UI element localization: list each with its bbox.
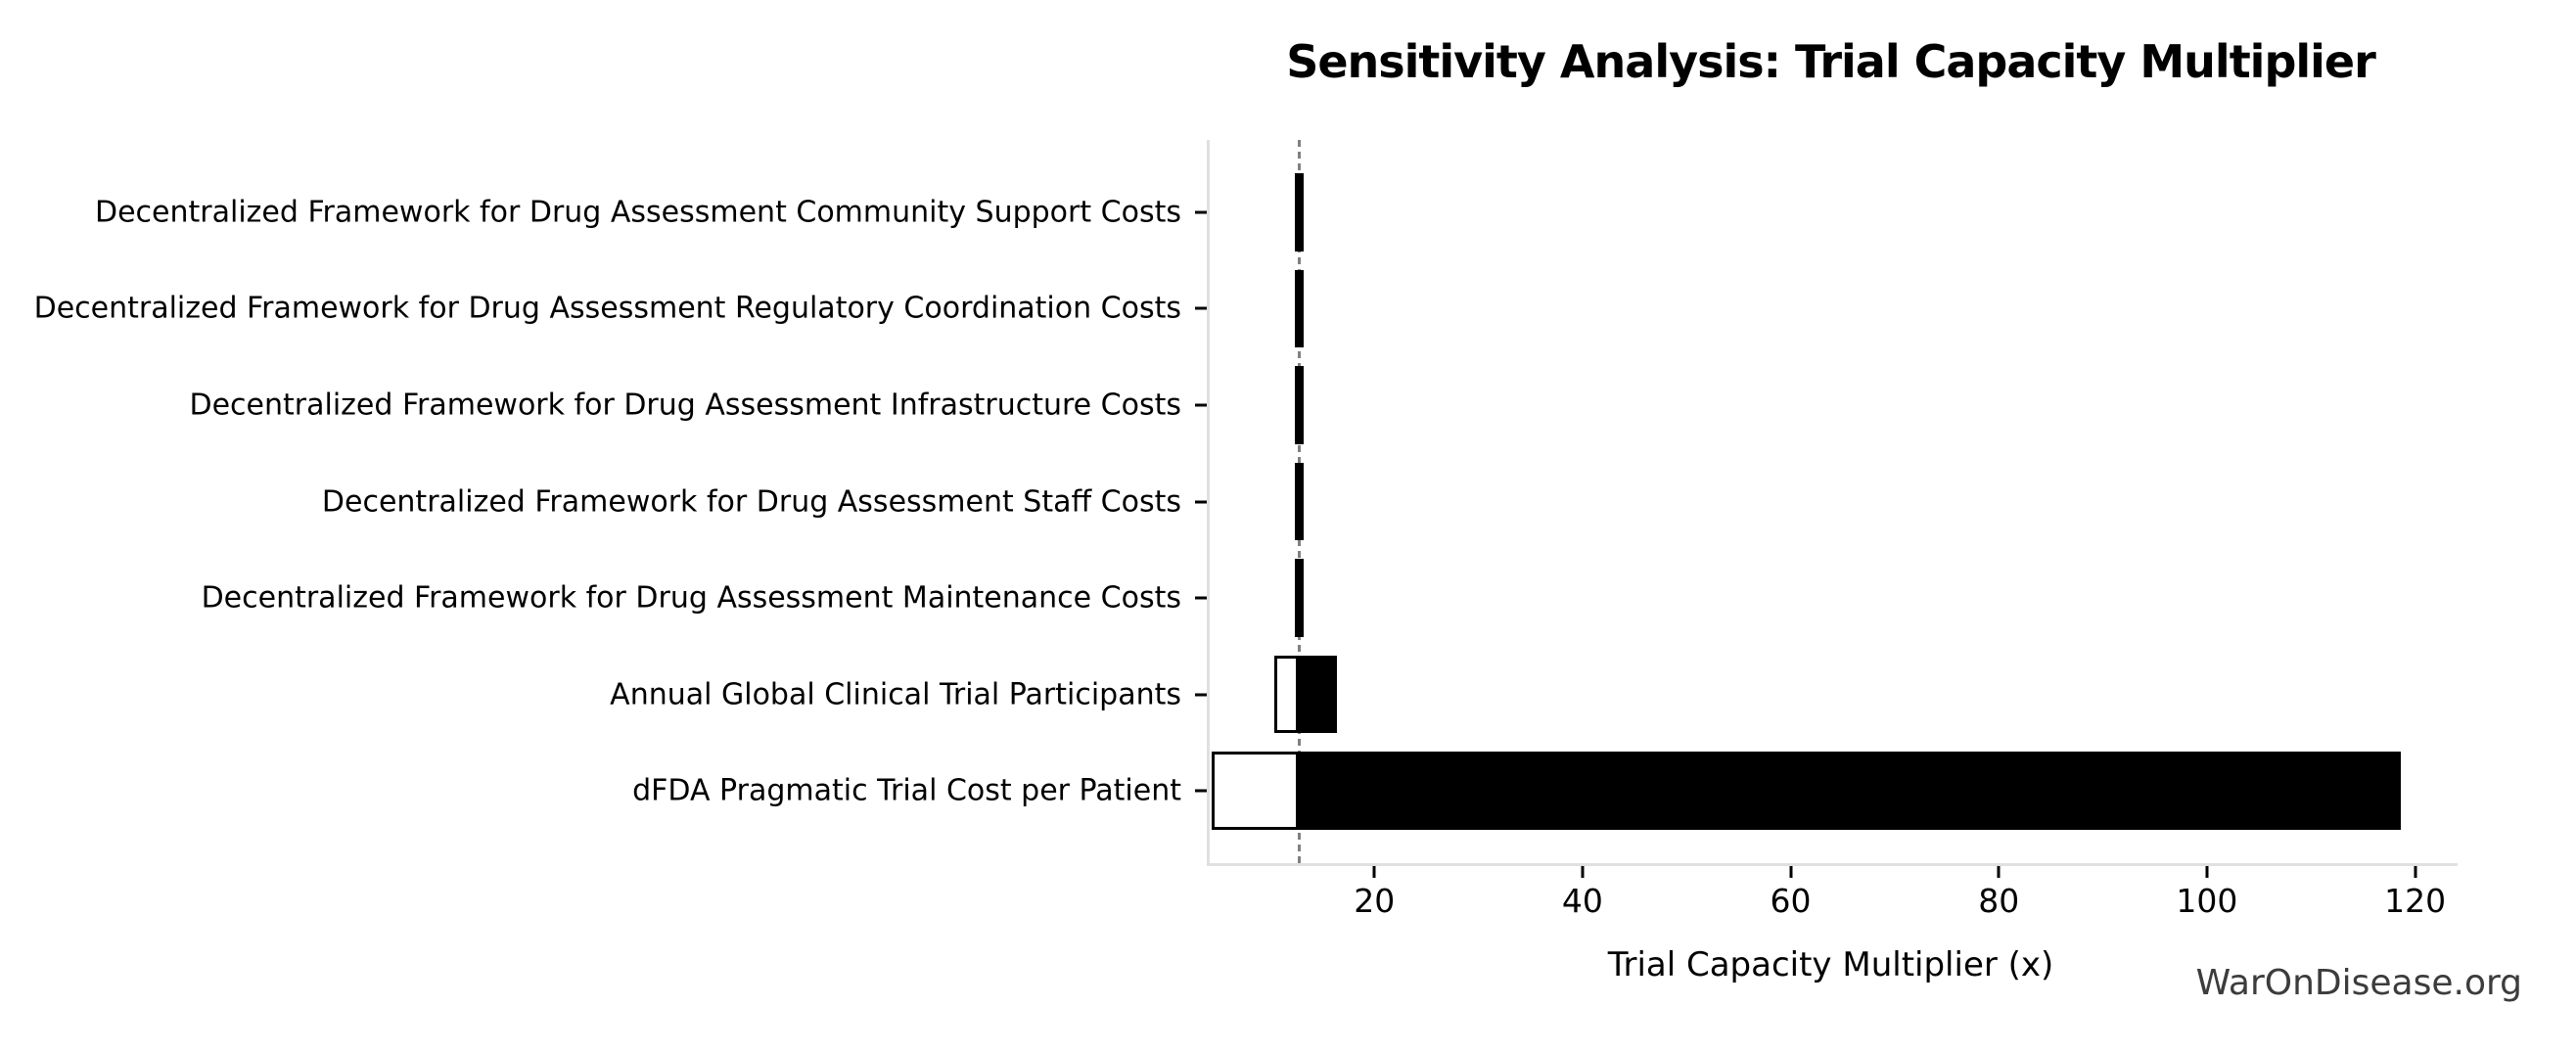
- bar-low-segment: [1295, 366, 1302, 444]
- bar-high-segment: [1299, 655, 1337, 734]
- bar-high-segment: [1299, 462, 1304, 541]
- bar-high-segment: [1299, 269, 1304, 348]
- bar-low-segment: [1295, 559, 1302, 637]
- y-axis-category-label: dFDA Pragmatic Trial Cost per Patient: [632, 773, 1181, 808]
- watermark-text: WarOnDisease.org: [2195, 963, 2522, 1003]
- x-axis-tick-label: 100: [2176, 882, 2238, 920]
- x-axis-tick: [1581, 866, 1585, 878]
- plot-area: [1207, 140, 2458, 866]
- x-axis-tick: [1789, 866, 1793, 878]
- x-axis-tick-label: 80: [1978, 882, 2020, 920]
- bar-low-segment: [1295, 269, 1302, 348]
- bar-high-segment: [1299, 172, 1304, 252]
- y-axis-category-label: Decentralized Framework for Drug Assessm…: [201, 580, 1181, 616]
- x-axis-tick-label: 20: [1354, 882, 1396, 920]
- bar-high-segment: [1299, 366, 1304, 444]
- y-axis-category-label: Annual Global Clinical Trial Participant…: [610, 677, 1181, 712]
- bar-low-segment: [1212, 752, 1300, 830]
- chart-title: Sensitivity Analysis: Trial Capacity Mul…: [1286, 35, 2376, 88]
- y-axis-tick: [1195, 693, 1207, 697]
- y-axis-tick: [1195, 210, 1207, 214]
- y-axis-category-label: Decentralized Framework for Drug Assessm…: [321, 484, 1181, 519]
- x-axis-tick: [2205, 866, 2209, 878]
- y-axis-tick: [1195, 596, 1207, 600]
- bar-low-segment: [1273, 655, 1300, 734]
- x-axis-tick: [2414, 866, 2417, 878]
- y-axis-tick: [1195, 403, 1207, 407]
- x-axis-tick: [1372, 866, 1376, 878]
- y-axis-category-label: Decentralized Framework for Drug Assessm…: [33, 291, 1181, 326]
- y-axis-category-label: Decentralized Framework for Drug Assessm…: [189, 388, 1181, 423]
- x-axis-tick: [1997, 866, 2001, 878]
- bar-high-segment: [1299, 752, 2401, 830]
- x-axis-label: Trial Capacity Multiplier (x): [1607, 945, 2054, 984]
- y-axis-tick: [1195, 789, 1207, 793]
- x-axis-tick-label: 60: [1770, 882, 1812, 920]
- bar-low-segment: [1295, 462, 1302, 541]
- y-axis-tick: [1195, 306, 1207, 310]
- bar-high-segment: [1299, 559, 1304, 637]
- bar-low-segment: [1295, 172, 1302, 252]
- x-axis-tick-label: 40: [1561, 882, 1603, 920]
- x-axis-tick-label: 120: [2384, 882, 2447, 920]
- y-axis-tick: [1195, 500, 1207, 503]
- y-axis-category-label: Decentralized Framework for Drug Assessm…: [95, 195, 1181, 230]
